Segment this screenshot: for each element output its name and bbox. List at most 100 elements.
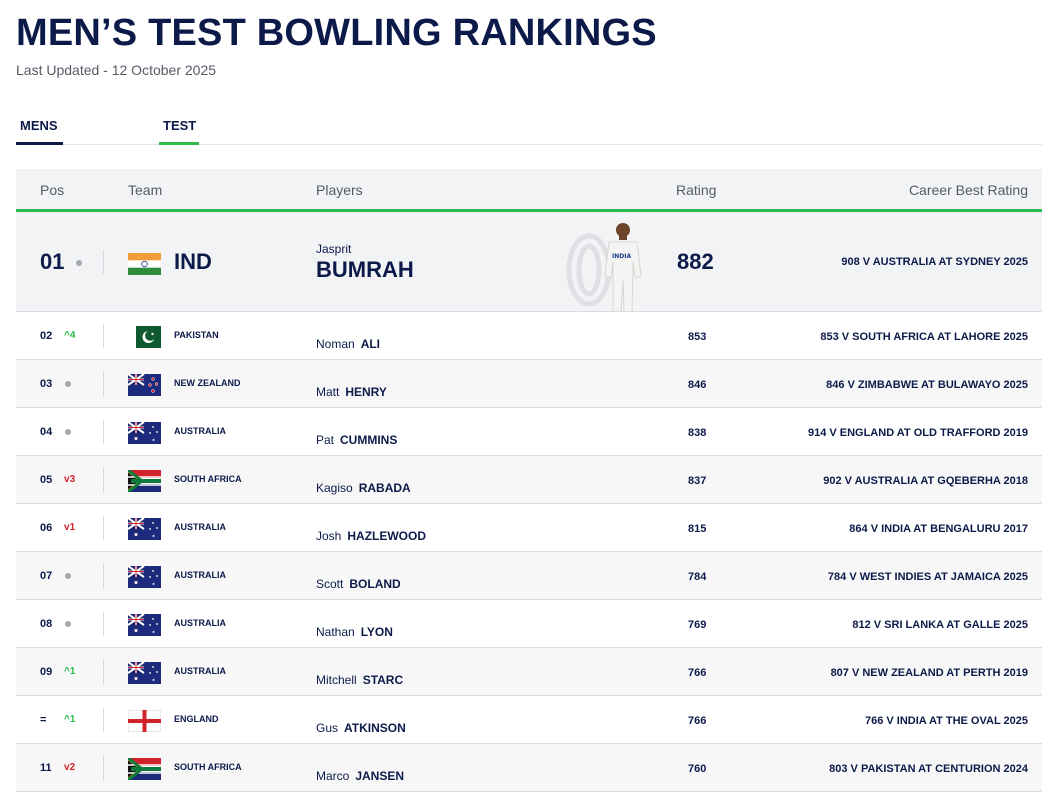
rank-down-indicator: v2 — [64, 762, 75, 773]
chevron-down-icon: v — [64, 762, 70, 773]
southafrica-flag-icon — [128, 758, 161, 780]
rank-up-indicator: ^1 — [64, 666, 75, 677]
position: = — [40, 714, 47, 726]
rating: 853 — [688, 331, 707, 343]
player-name[interactable]: Matt HENRY — [316, 385, 387, 399]
position: 04 — [40, 426, 53, 438]
player-name[interactable]: Pat CUMMINS — [316, 433, 397, 447]
movement-count: 1 — [69, 522, 76, 533]
column-header-rating: Rating — [676, 182, 717, 198]
player-first-name: Gus — [316, 721, 339, 735]
england-flag-icon — [128, 710, 161, 732]
player-last-name: HAZLEWOOD — [347, 529, 427, 543]
divider — [103, 420, 104, 444]
career-best-rating: 784 V WEST INDIES AT JAMAICA 2025 — [827, 571, 1028, 583]
player-first-name: Noman — [316, 337, 355, 351]
newzealand-flag-icon — [128, 374, 161, 396]
player-name[interactable]: Noman ALI — [316, 337, 380, 351]
team-name: AUSTRALIA — [174, 426, 226, 436]
team-name: AUSTRALIA — [174, 570, 226, 580]
rating: 769 — [688, 619, 707, 631]
divider — [103, 756, 104, 780]
career-best-rating: 864 V INDIA AT BENGALURU 2017 — [849, 523, 1028, 535]
rating: 837 — [688, 475, 707, 487]
player-name[interactable]: Marco JANSEN — [316, 769, 404, 783]
no-change-dot-icon — [76, 260, 82, 266]
no-change-dot-icon — [65, 429, 71, 435]
table-row[interactable]: 08 AUSTRALIA Nathan LYON 769 812 V SRI LA… — [16, 600, 1042, 648]
player-first-name: Kagiso — [316, 481, 353, 495]
position: 05 — [40, 474, 53, 486]
table-row[interactable]: 05 v3 SOUTH AFRICA Kagiso RABADA 837 902 … — [16, 456, 1042, 504]
australia-flag-icon — [128, 566, 161, 588]
top-ranked-row[interactable]: 01 IND Jasprit BUMRAH INDIA 882 908 V AU… — [16, 212, 1042, 312]
rank-up-indicator: ^4 — [64, 330, 75, 341]
player-last-name: RABADA — [358, 481, 411, 495]
last-updated: Last Updated - 12 October 2025 — [16, 62, 217, 78]
australia-flag-icon — [128, 662, 161, 684]
column-header-career-best: Career Best Rating — [908, 182, 1028, 198]
team-name: ENGLAND — [174, 714, 219, 724]
player-last-name: LYON — [360, 625, 393, 639]
player-first-name: Matt — [316, 385, 340, 399]
career-best-rating: 807 V NEW ZEALAND AT PERTH 2019 — [830, 667, 1028, 679]
player-last-name: BOLAND — [349, 577, 401, 591]
tab-bar: MENS TEST — [16, 118, 1042, 145]
player-name[interactable]: Mitchell STARC — [316, 673, 403, 687]
team-name: AUSTRALIA — [174, 666, 226, 676]
career-best-rating: 914 V ENGLAND AT OLD TRAFFORD 2019 — [807, 427, 1028, 439]
rating: 838 — [688, 427, 707, 439]
india-flag-icon — [128, 253, 161, 275]
column-header-players: Players — [316, 182, 363, 198]
australia-flag-icon — [128, 614, 161, 636]
tab-test[interactable]: TEST — [159, 118, 199, 145]
player-last-name: CUMMINS — [340, 433, 398, 447]
divider — [103, 660, 104, 684]
player-name[interactable]: Kagiso RABADA — [316, 481, 411, 495]
table-row[interactable]: 11 v2 SOUTH AFRICA Marco JANSEN 760 803 V… — [16, 744, 1042, 792]
position: 02 — [40, 330, 53, 342]
chevron-up-icon: ^ — [64, 714, 70, 725]
table-row[interactable]: 04 AUSTRALIA Pat CUMMINS 838 914 V ENGLAN… — [16, 408, 1042, 456]
pakistan-flag-icon — [128, 326, 161, 348]
player-name[interactable]: Gus ATKINSON — [316, 721, 406, 735]
southafrica-flag-icon — [128, 470, 161, 492]
divider — [103, 468, 104, 492]
australia-flag-icon — [128, 422, 161, 444]
position: 07 — [40, 570, 53, 582]
player-first-name: Mitchell — [316, 673, 357, 687]
table-row[interactable]: 06 v1 AUSTRALIA Josh HAZLEWOOD 815 864 V … — [16, 504, 1042, 552]
team-name: AUSTRALIA — [174, 522, 226, 532]
table-row[interactable]: 07 AUSTRALIA Scott BOLAND 784 784 V WEST … — [16, 552, 1042, 600]
player-last-name[interactable]: BUMRAH — [316, 257, 414, 282]
divider — [103, 612, 104, 636]
movement-count: 4 — [69, 330, 76, 341]
player-name[interactable]: Nathan LYON — [316, 625, 393, 639]
table-row[interactable]: 03 NEW ZEALAND Matt HENRY 846 846 V ZIMBA… — [16, 360, 1042, 408]
table-row[interactable]: 09 ^1 AUSTRALIA Mitchell STARC 766 807 V … — [16, 648, 1042, 696]
career-best-rating: 766 V INDIA AT THE OVAL 2025 — [864, 715, 1028, 727]
rankings-table: Pos Team Players Rating Career Best Rati… — [16, 169, 1042, 792]
movement-count: 1 — [69, 666, 76, 677]
movement-count: 1 — [69, 714, 76, 725]
player-last-name: STARC — [362, 673, 404, 687]
movement-count: 3 — [69, 474, 76, 485]
position: 01 — [40, 249, 65, 274]
divider — [103, 250, 104, 274]
position: 08 — [40, 618, 53, 630]
rank-up-indicator: ^1 — [64, 714, 75, 725]
table-row[interactable]: = ^1 ENGLAND Gus ATKINSON 766 766 V INDIA… — [16, 696, 1042, 744]
player-last-name: ATKINSON — [344, 721, 406, 735]
table-row[interactable]: 02 ^4 PAKISTAN Noman ALI 853 853 V SOUTH … — [16, 312, 1042, 360]
player-last-name: JANSEN — [355, 769, 405, 783]
rating: 766 — [688, 715, 707, 727]
team-name: PAKISTAN — [174, 330, 219, 340]
divider — [103, 372, 104, 396]
player-name[interactable]: Scott BOLAND — [316, 577, 401, 591]
career-best-rating: 803 V PAKISTAN AT CENTURION 2024 — [829, 763, 1028, 775]
player-name[interactable]: Josh HAZLEWOOD — [316, 529, 426, 543]
career-best-rating: 908 V AUSTRALIA AT SYDNEY 2025 — [841, 256, 1028, 268]
tab-mens[interactable]: MENS — [16, 118, 63, 145]
chevron-up-icon: ^ — [64, 330, 70, 341]
player-first-name: Josh — [316, 529, 342, 543]
